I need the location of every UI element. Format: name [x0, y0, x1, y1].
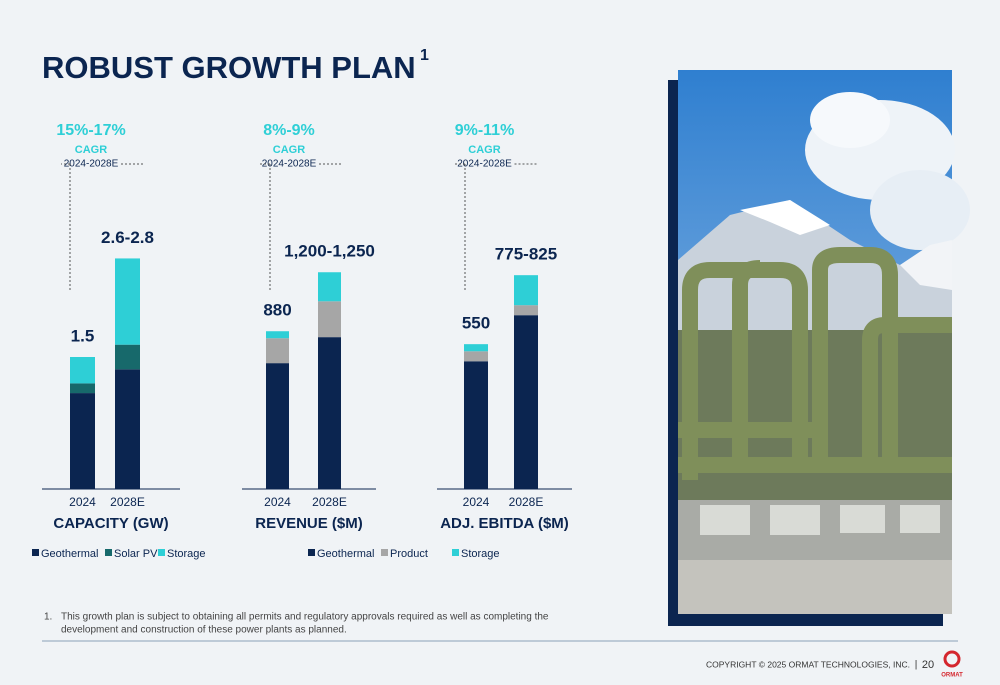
total-label: 1,200-1,250	[284, 242, 375, 261]
bar-segment	[266, 363, 289, 489]
chart-title: CAPACITY (GW)	[53, 515, 168, 532]
legend-label: Geothermal	[317, 548, 374, 560]
growth-rate: 9%-11%	[455, 122, 515, 139]
growth-period: 2024-2028E	[457, 159, 512, 170]
chart-title: ADJ. EBITDA ($M)	[440, 515, 569, 532]
bar-segment	[514, 305, 538, 316]
footnote-text: This growth plan is subject to obtaining…	[61, 612, 549, 623]
footnote-text: development and construction of these po…	[61, 625, 347, 636]
growth-label: CAGR	[273, 144, 305, 156]
logo-text: ORMAT	[941, 673, 963, 679]
legend-swatch	[308, 549, 315, 556]
growth-rate: 8%-9%	[263, 122, 315, 139]
copyright: COPYRIGHT © 2025 ORMAT TECHNOLOGIES, INC…	[706, 659, 910, 669]
x-tick-label: 2024	[69, 495, 96, 509]
legend-swatch	[105, 549, 112, 556]
photo	[678, 70, 970, 614]
bar-segment	[70, 357, 95, 384]
total-label: 1.5	[71, 326, 95, 345]
x-tick-label: 2024	[463, 495, 490, 509]
total-label: 880	[263, 301, 291, 320]
slide-title: ROBUST GROWTH PLAN	[42, 50, 416, 85]
bar-segment	[115, 258, 140, 345]
growth-period: 2024-2028E	[262, 159, 317, 170]
growth-label: CAGR	[75, 144, 107, 156]
legend-label: Product	[390, 548, 428, 560]
bar-segment	[115, 369, 140, 489]
bar-segment	[266, 331, 289, 339]
legend-swatch	[32, 549, 39, 556]
legend-swatch	[452, 549, 459, 556]
total-label: 2.6-2.8	[101, 228, 154, 247]
legend-label: Storage	[167, 548, 206, 560]
bar-segment	[115, 344, 140, 370]
bar-segment	[70, 393, 95, 489]
logo-mark	[943, 650, 961, 668]
legend-label: Storage	[461, 548, 500, 560]
bar-segment	[266, 338, 289, 364]
chart-title: REVENUE ($M)	[255, 515, 363, 532]
bar-segment	[514, 275, 538, 306]
bar-segment	[464, 351, 488, 362]
legend-label: Solar PV	[114, 548, 158, 560]
legend-swatch	[158, 549, 165, 556]
bar-segment	[318, 301, 341, 338]
bar-segment	[70, 383, 95, 394]
total-label: 550	[462, 314, 490, 333]
page-number: 20	[922, 659, 934, 671]
legend-label: Geothermal	[41, 548, 98, 560]
footnote-number: 1.	[44, 612, 52, 623]
separator: |	[915, 660, 918, 671]
growth-period: 2024-2028E	[64, 159, 119, 170]
bar-segment	[318, 337, 341, 489]
legend-swatch	[381, 549, 388, 556]
bar-segment	[514, 315, 538, 489]
x-tick-label: 2028E	[509, 495, 544, 509]
total-label: 775-825	[495, 245, 557, 264]
bar-segment	[464, 361, 488, 489]
title-note: 1	[420, 47, 429, 64]
bar-segment	[464, 344, 488, 352]
x-tick-label: 2024	[264, 495, 291, 509]
growth-label: CAGR	[468, 144, 500, 156]
x-tick-label: 2028E	[110, 495, 145, 509]
bar-segment	[318, 272, 341, 302]
growth-rate: 15%-17%	[56, 122, 125, 139]
x-tick-label: 2028E	[312, 495, 347, 509]
